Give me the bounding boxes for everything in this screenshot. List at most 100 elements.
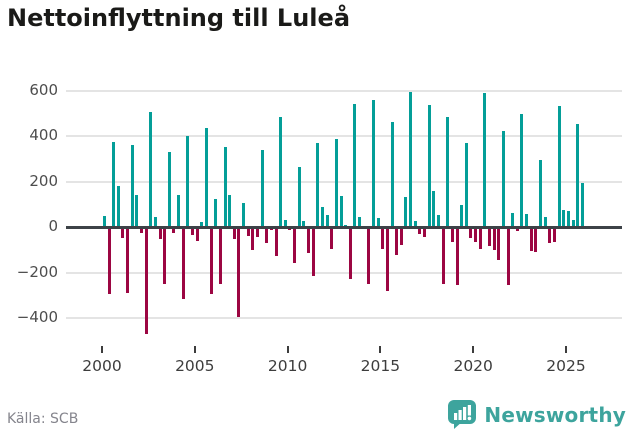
bar-2005-q4 — [209, 228, 213, 294]
bar-2018-q4 — [450, 228, 454, 242]
bar-2021-q1 — [492, 228, 496, 250]
bar-2003-q2 — [163, 228, 167, 284]
bar-2023-q1 — [529, 228, 533, 251]
bar-2016-q2 — [404, 197, 408, 227]
bar-2007-q2 — [237, 228, 241, 317]
bar-2018-q1 — [436, 214, 440, 227]
bar-2021-q3 — [501, 131, 505, 227]
bar-2020-q2 — [478, 228, 482, 249]
bar-2004-q3 — [186, 136, 190, 227]
gridline — [66, 317, 622, 319]
bar-2011-q2 — [311, 228, 315, 276]
bar-2020-q4 — [487, 228, 491, 247]
bar-2015-q1 — [381, 228, 385, 249]
bar-2022-q2 — [515, 228, 519, 232]
bar-2012-q1 — [325, 214, 329, 227]
bar-2009-q3 — [279, 116, 283, 227]
chart-title: Nettoinflyttning till Luleå — [7, 4, 351, 32]
gridline — [66, 135, 622, 137]
newsworthy-logo[interactable]: Newsworthy — [447, 399, 626, 430]
bar-2024-q4 — [562, 209, 566, 227]
bar-2001-q1 — [121, 228, 125, 239]
bar-2011-q3 — [316, 142, 320, 227]
bar-2008-q3 — [260, 149, 264, 227]
bar-2014-q2 — [367, 228, 371, 284]
zero-axis-line — [66, 226, 622, 229]
x-axis-tick-mark — [101, 346, 103, 353]
y-axis-tick-label: −400 — [16, 308, 58, 326]
bar-2009-q1 — [269, 228, 273, 231]
bar-2013-q3 — [353, 104, 357, 227]
bar-2020-q1 — [474, 228, 477, 242]
bar-2003-q3 — [167, 151, 171, 227]
bar-2013-q4 — [358, 216, 361, 227]
bar-2012-q4 — [339, 196, 343, 227]
bar-2007-q1 — [232, 228, 236, 240]
bar-2005-q2 — [200, 222, 204, 227]
source-note: Källa: SCB — [7, 411, 79, 427]
bar-2024-q1 — [548, 228, 552, 243]
bar-2017-q2 — [423, 228, 426, 238]
bar-2008-q4 — [265, 228, 269, 243]
bar-2008-q2 — [255, 228, 259, 238]
bar-2023-q3 — [539, 159, 542, 227]
bar-2016-q4 — [413, 221, 417, 227]
bar-2022-q3 — [520, 114, 524, 227]
bar-2002-q1 — [139, 228, 143, 233]
bar-2010-q4 — [302, 221, 306, 227]
x-axis-tick-label: 2020 — [453, 357, 493, 375]
bar-2016-q3 — [409, 91, 413, 227]
bar-2001-q4 — [135, 195, 139, 228]
x-axis-tick-label: 2010 — [267, 357, 308, 375]
bar-2000-q1 — [102, 215, 106, 227]
x-axis-tick-mark — [565, 346, 567, 353]
y-axis-tick-label: 0 — [48, 217, 58, 235]
bar-2023-q4 — [543, 216, 547, 227]
bar-2002-q4 — [153, 216, 157, 227]
bar-2001-q2 — [126, 228, 129, 293]
bar-2019-q2 — [460, 205, 464, 227]
bar-2004-q2 — [181, 228, 185, 299]
bar-2013-q1 — [344, 224, 348, 227]
bar-2006-q3 — [223, 147, 227, 227]
bar-2004-q4 — [191, 228, 194, 235]
x-axis-tick-mark — [193, 346, 196, 353]
bar-2025-q4 — [580, 182, 584, 227]
bar-2009-q2 — [274, 228, 278, 257]
x-axis-tick-label: 2015 — [360, 357, 401, 375]
x-axis-tick-label: 2025 — [546, 357, 586, 375]
bar-2018-q2 — [441, 228, 445, 284]
bar-2008-q1 — [251, 228, 255, 250]
bar-2011-q1 — [307, 228, 310, 253]
bar-2011-q4 — [320, 206, 324, 227]
bar-2025-q1 — [566, 211, 570, 227]
bar-2006-q2 — [218, 228, 222, 284]
bar-2017-q3 — [427, 105, 431, 227]
x-axis-tick-mark — [472, 346, 475, 353]
y-axis-tick-label: 200 — [29, 171, 58, 190]
bar-2022-q1 — [511, 213, 515, 227]
bar-2018-q3 — [446, 116, 450, 227]
bar-2004-q1 — [177, 195, 181, 228]
bar-2020-q3 — [483, 92, 487, 227]
bar-2017-q1 — [418, 228, 422, 234]
y-axis-tick-label: 400 — [29, 126, 58, 144]
bar-2002-q2 — [144, 228, 148, 334]
bar-2006-q4 — [228, 195, 232, 228]
gridline — [66, 180, 622, 183]
bar-2015-q3 — [390, 122, 394, 227]
bar-2012-q3 — [334, 139, 338, 227]
bar-2024-q3 — [557, 106, 561, 227]
net-migration-bar-chart: 600 400 200 0 −200 −400 2000 2005 2010 2015 2020 20… — [16, 82, 622, 375]
bar-2002-q3 — [149, 112, 153, 227]
bar-2025-q3 — [576, 123, 580, 227]
bar-2014-q4 — [376, 217, 380, 227]
bar-2023-q2 — [534, 228, 538, 252]
bar-2000-q3 — [112, 141, 116, 227]
bar-2015-q4 — [395, 228, 399, 256]
x-axis-tick-label: 2005 — [175, 357, 215, 375]
bar-2019-q1 — [455, 228, 459, 285]
x-axis-tick-label: 2000 — [82, 357, 122, 375]
bar-2013-q2 — [348, 228, 352, 280]
